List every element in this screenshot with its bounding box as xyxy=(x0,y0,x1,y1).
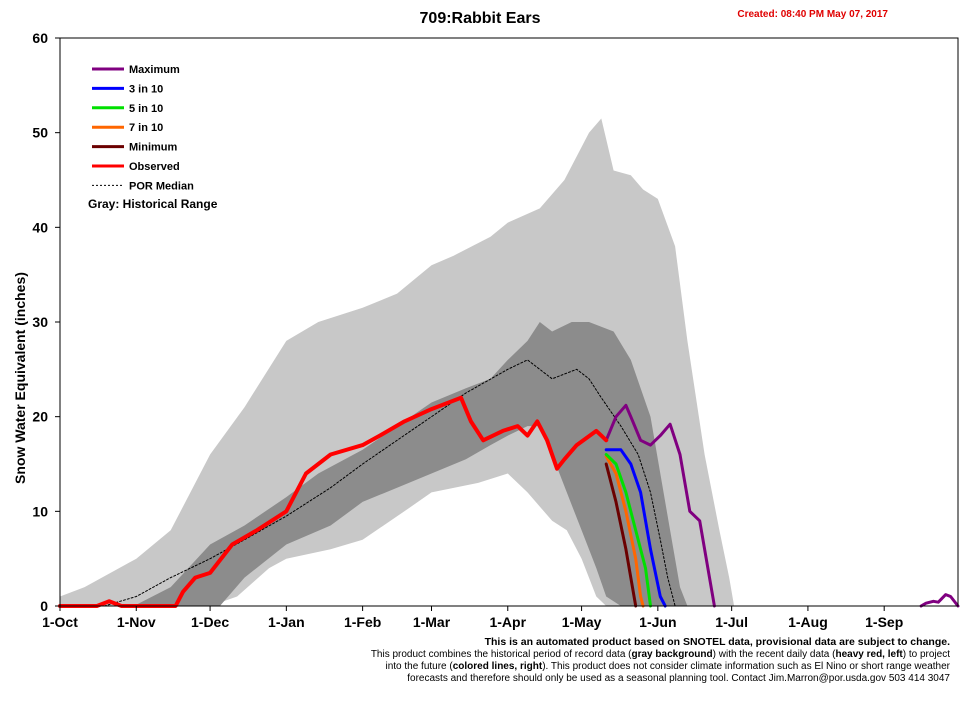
series-observed xyxy=(58,395,609,608)
x-tick-label: 1-Jan xyxy=(268,614,305,630)
footer-line-4: forecasts and therefore should only be u… xyxy=(407,673,950,684)
legend-label: Minimum xyxy=(129,142,177,154)
series-maximum-late xyxy=(919,593,960,608)
x-tick-label: 1-Aug xyxy=(788,614,828,630)
series-5-in-10 xyxy=(604,453,652,608)
x-tick-label: 1-Oct xyxy=(42,614,78,630)
y-tick-label: 60 xyxy=(32,30,48,46)
x-tick-label: 1-May xyxy=(562,614,602,630)
y-tick-label: 20 xyxy=(32,409,48,425)
series-por-median xyxy=(103,359,676,607)
footer-line-2: This product combines the historical per… xyxy=(370,649,950,660)
x-tick-label: 1-Apr xyxy=(489,614,526,630)
series-maximum xyxy=(604,403,716,608)
inner-percentile-band xyxy=(133,322,688,606)
legend-label: POR Median xyxy=(129,180,194,192)
legend-label: Observed xyxy=(129,161,180,173)
legend-label: 3 in 10 xyxy=(129,83,163,95)
footer-line-3: into the future (colored lines, right). … xyxy=(385,661,950,672)
y-tick-label: 0 xyxy=(40,598,48,614)
legend-note: Gray: Historical Range xyxy=(88,197,218,211)
y-tick-label: 30 xyxy=(32,314,48,330)
series-3-in-10 xyxy=(604,448,667,608)
footer-disclaimer: This is an automated product based on SN… xyxy=(484,636,950,648)
x-tick-label: 1-Jul xyxy=(715,614,748,630)
chart-title: 709:Rabbit Ears xyxy=(419,10,541,27)
x-tick-label: 1-Jun xyxy=(639,614,676,630)
created-timestamp: Created: 08:40 PM May 07, 2017 xyxy=(737,9,888,20)
x-tick-label: 1-Sep xyxy=(865,614,903,630)
series-7-in-10 xyxy=(604,454,645,608)
x-tick-label: 1-Feb xyxy=(344,614,381,630)
legend-label: 7 in 10 xyxy=(129,122,163,134)
y-tick-label: 10 xyxy=(32,503,48,519)
legend-label: Maximum xyxy=(129,64,180,76)
series-minimum xyxy=(604,462,638,608)
x-tick-label: 1-Dec xyxy=(191,614,229,630)
x-tick-label: 1-Mar xyxy=(413,614,451,630)
y-axis-label: Snow Water Equivalent (inches) xyxy=(12,272,28,484)
x-tick-label: 1-Nov xyxy=(117,614,156,630)
y-tick-label: 50 xyxy=(32,125,48,141)
y-tick-label: 40 xyxy=(32,219,48,235)
legend-label: 5 in 10 xyxy=(129,103,163,115)
